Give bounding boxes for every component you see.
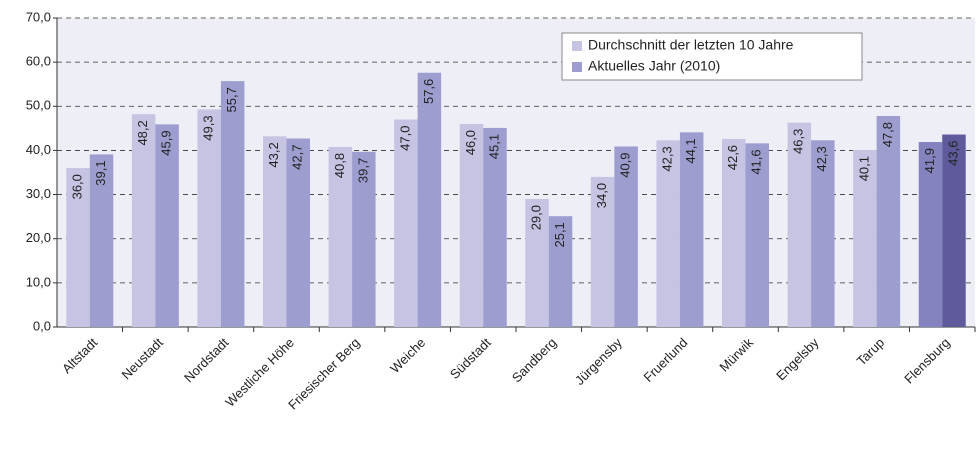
- bar: [942, 134, 966, 327]
- bar: [89, 154, 114, 327]
- value-label: 40,8: [332, 153, 347, 178]
- x-tick-label: Jürgensby: [572, 335, 625, 388]
- value-label: 29,0: [528, 205, 543, 230]
- y-tick-label: 60,0: [26, 54, 51, 69]
- value-label: 43,2: [266, 142, 281, 167]
- bar: [459, 123, 484, 327]
- legend-swatch: [572, 62, 582, 72]
- y-tick-label: 70,0: [26, 9, 51, 24]
- bar: [417, 72, 442, 327]
- value-label: 34,0: [594, 183, 609, 208]
- value-label: 44,1: [683, 138, 698, 163]
- x-tick-label: Nordstadt: [181, 335, 232, 386]
- bar: [263, 136, 287, 327]
- y-tick-label: 40,0: [26, 142, 51, 157]
- bar: [66, 168, 90, 327]
- value-label: 42,3: [814, 146, 829, 171]
- value-label: 40,1: [856, 156, 871, 181]
- bar: [525, 198, 549, 327]
- bar: [483, 127, 507, 327]
- value-label: 25,1: [552, 222, 567, 247]
- x-tick-label: Fruerlund: [641, 335, 691, 385]
- value-label: 39,7: [355, 158, 370, 183]
- bar: [918, 142, 943, 327]
- bar: [131, 114, 156, 327]
- value-label: 47,0: [397, 126, 412, 151]
- x-tick-label: Weiche: [387, 335, 428, 376]
- bar: [811, 140, 835, 327]
- x-tick-label: Neustadt: [118, 335, 166, 383]
- bar: [722, 138, 746, 327]
- x-tick-label: Westliche Höhe: [222, 335, 297, 410]
- bar: [155, 124, 179, 328]
- bar: [590, 176, 615, 327]
- value-label: 57,6: [421, 79, 436, 104]
- value-label: 55,7: [224, 87, 239, 112]
- y-tick-label: 50,0: [26, 98, 51, 113]
- x-tick-label: Südstadt: [447, 335, 494, 382]
- x-tick-label: Friesischer Berg: [285, 335, 363, 413]
- value-label: 40,9: [618, 152, 633, 177]
- bar: [787, 122, 812, 328]
- bar: [656, 140, 680, 327]
- y-tick-label: 10,0: [26, 274, 51, 289]
- value-label: 49,3: [201, 115, 216, 140]
- x-tick-label: Mürwik: [716, 335, 756, 375]
- value-label: 39,1: [93, 160, 108, 185]
- value-label: 41,6: [749, 149, 764, 174]
- x-tick-label: Sandberg: [509, 335, 559, 385]
- x-tick-label: Tarup: [854, 335, 888, 369]
- bar: [679, 132, 704, 327]
- bar: [328, 146, 353, 327]
- value-label: 42,6: [725, 145, 740, 170]
- bar: [352, 151, 376, 327]
- y-tick-label: 30,0: [26, 186, 51, 201]
- bar: [853, 149, 877, 327]
- y-tick-label: 20,0: [26, 230, 51, 245]
- value-label: 48,2: [135, 120, 150, 145]
- bar: [286, 138, 310, 327]
- bar: [614, 146, 638, 327]
- value-label: 46,0: [463, 130, 478, 155]
- value-label: 42,7: [290, 145, 305, 170]
- legend-label: Durchschnitt der letzten 10 Jahre: [588, 37, 794, 53]
- value-label: 45,9: [159, 130, 174, 155]
- legend-label: Aktuelles Jahr (2010): [588, 58, 720, 74]
- value-label: 47,8: [880, 122, 895, 147]
- value-label: 46,3: [791, 129, 806, 154]
- y-tick-label: 0,0: [33, 318, 51, 333]
- bar: [745, 143, 769, 327]
- x-tick-label: Flensburg: [901, 335, 952, 386]
- bar: [548, 216, 573, 327]
- bar: [197, 109, 221, 327]
- value-label: 45,1: [486, 134, 501, 159]
- x-tick-label: Engelsby: [773, 335, 822, 384]
- value-label: 36,0: [69, 174, 84, 199]
- legend-swatch: [572, 41, 582, 51]
- bar: [394, 119, 418, 328]
- value-label: 42,3: [660, 146, 675, 171]
- bar: [220, 81, 245, 327]
- value-label: 41,9: [922, 148, 937, 173]
- value-label: 43,6: [945, 141, 960, 166]
- bar: [876, 115, 901, 327]
- legend-box: [561, 32, 863, 81]
- x-tick-label: Altstadt: [59, 335, 101, 377]
